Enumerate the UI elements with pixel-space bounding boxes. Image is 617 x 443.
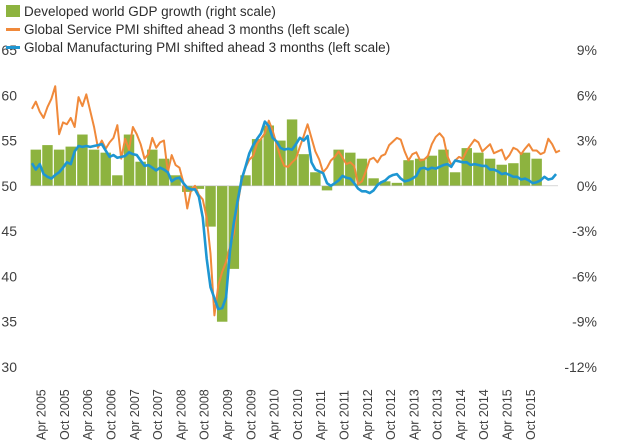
gdp-bar <box>100 152 111 186</box>
gdp-bar <box>205 185 216 227</box>
gdp-bar <box>531 158 542 186</box>
left-tick-label: 30 <box>1 359 17 375</box>
x-tick-label: Oct 2008 <box>198 389 212 440</box>
gdp-bar <box>251 139 263 186</box>
gdp-bar <box>508 163 519 186</box>
x-tick-label: Apr 2014 <box>454 389 468 440</box>
gdp-bar <box>216 185 228 322</box>
x-tick-label: Apr 2013 <box>407 389 421 440</box>
x-tick-label: Apr 2015 <box>501 389 515 440</box>
legend-label-manufacturing: Global Manufacturing PMI shifted ahead 3… <box>24 39 391 55</box>
x-tick-label: Oct 2012 <box>384 389 398 440</box>
gdp-bar <box>42 145 53 186</box>
gdp-bar <box>275 140 286 186</box>
x-tick-label: Apr 2006 <box>81 389 95 440</box>
legend-swatch-service <box>6 27 20 31</box>
right-tick-label: -9% <box>572 314 597 330</box>
legend-item-gdp: Developed world GDP growth (right scale) <box>6 2 390 20</box>
gdp-bar <box>484 158 496 186</box>
gdp-bar <box>321 185 333 191</box>
right-tick-label: 0% <box>577 178 597 194</box>
x-tick-label: Oct 2007 <box>151 389 165 440</box>
left-tick-label: 55 <box>1 133 17 149</box>
service-pmi-line <box>31 85 561 317</box>
gdp-bar <box>135 161 146 186</box>
gdp-bar <box>461 148 472 186</box>
legend-item-manufacturing: Global Manufacturing PMI shifted ahead 3… <box>6 38 390 56</box>
x-tick-label: Oct 2013 <box>431 389 445 440</box>
x-tick-label: Oct 2005 <box>58 389 72 440</box>
gdp-bar <box>403 160 414 186</box>
gdp-bar <box>158 158 170 186</box>
gdp-bar <box>310 172 321 186</box>
gdp-bar <box>123 134 135 186</box>
x-tick-label: Oct 2015 <box>524 389 538 440</box>
right-tick-label: -3% <box>572 223 597 239</box>
gdp-bar <box>240 175 251 186</box>
gdp-bar <box>333 149 344 186</box>
gdp-bar <box>112 175 123 186</box>
x-tick-label: Apr 2005 <box>35 389 49 440</box>
gdp-bar <box>356 158 368 186</box>
manufacturing-pmi-line <box>30 120 558 311</box>
x-tick-label: Apr 2011 <box>314 390 328 440</box>
gdp-bar <box>193 185 205 189</box>
legend-item-service: Global Service PMI shifted ahead 3 month… <box>6 20 390 38</box>
legend-label-service: Global Service PMI shifted ahead 3 month… <box>24 21 350 37</box>
right-tick-label: 6% <box>577 87 597 103</box>
gdp-bar <box>77 134 88 186</box>
gdp-bar <box>380 181 391 186</box>
x-tick-label: Apr 2009 <box>221 389 235 440</box>
gdp-bar <box>286 119 298 186</box>
gdp-bar <box>426 155 438 186</box>
left-tick-label: 40 <box>1 268 17 284</box>
x-tick-label: Apr 2008 <box>174 389 188 440</box>
x-tick-label: Oct 2011 <box>337 390 351 440</box>
gdp-bar <box>391 182 403 186</box>
left-tick-label: 60 <box>1 87 17 103</box>
gdp-bar <box>473 152 484 186</box>
gdp-bar <box>519 152 531 186</box>
gdp-bar <box>53 149 65 186</box>
x-tick-label: Oct 2009 <box>244 389 258 440</box>
legend-swatch-manufacturing <box>6 45 20 49</box>
chart-legend: Developed world GDP growth (right scale)… <box>6 2 390 56</box>
gdp-bar <box>263 125 274 186</box>
gdp-bar <box>170 175 181 186</box>
gdp-bar <box>414 158 426 186</box>
x-tick-label: Apr 2007 <box>128 389 142 440</box>
gdp-bar <box>88 149 100 186</box>
legend-label-gdp: Developed world GDP growth (right scale) <box>24 3 276 19</box>
right-tick-label: -6% <box>572 268 597 284</box>
right-tick-label: 3% <box>577 133 597 149</box>
legend-swatch-gdp <box>6 5 20 17</box>
x-tick-label: Apr 2012 <box>361 389 375 440</box>
left-tick-label: 35 <box>1 314 17 330</box>
gdp-bar <box>438 149 449 186</box>
x-tick-label: Oct 2014 <box>477 389 491 440</box>
left-tick-label: 50 <box>1 178 17 194</box>
x-tick-label: Oct 2006 <box>105 389 119 440</box>
right-tick-label: -12% <box>564 359 597 375</box>
right-tick-label: 9% <box>577 42 597 58</box>
left-tick-label: 45 <box>1 223 17 239</box>
right-axis: -12% -9% -6% -3% 0% 3% 6% 9% <box>564 42 597 375</box>
gdp-bar <box>449 172 461 186</box>
gdp-bar <box>345 152 356 186</box>
x-axis: Apr 2005 Oct 2005 Apr 2006 Oct 2006 Apr 2007… <box>35 389 538 440</box>
gdp-bar <box>65 146 76 186</box>
x-tick-label: Apr 2010 <box>268 389 282 440</box>
x-tick-label: Oct 2010 <box>291 389 305 440</box>
gdp-bar <box>298 154 309 186</box>
gdp-bar <box>368 178 379 186</box>
